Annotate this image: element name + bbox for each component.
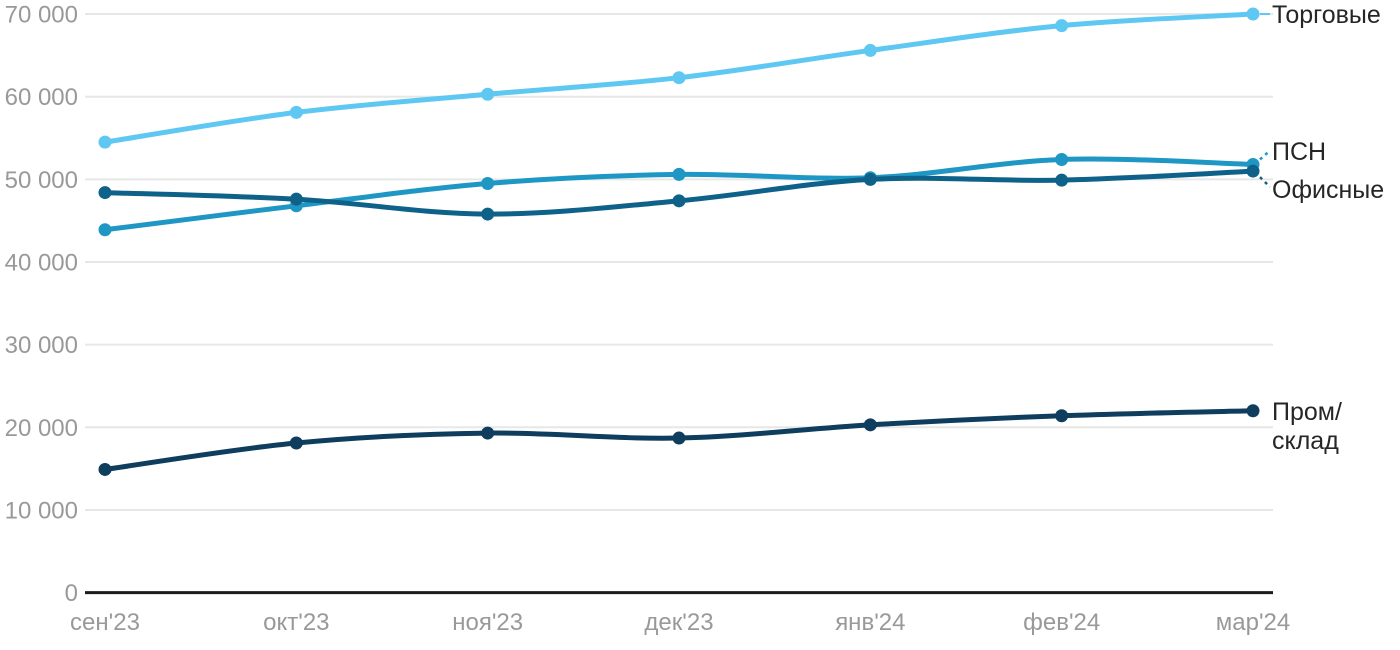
data-point (672, 71, 686, 85)
x-axis-label: янв'24 (835, 609, 905, 636)
data-point (289, 105, 303, 119)
series-label-ofisnye: Офисные (1272, 176, 1385, 204)
data-point (481, 426, 495, 440)
series-label-prom-line2: склад (1272, 427, 1339, 455)
x-axis-label: окт'23 (263, 609, 329, 636)
data-point (672, 431, 686, 445)
y-axis-label: 50 000 (5, 167, 78, 194)
y-axis-label: 0 (65, 580, 78, 607)
label-leader-psn (1259, 149, 1271, 161)
series-label-psn: ПСН (1272, 138, 1327, 166)
y-axis-label: 70 000 (5, 2, 78, 29)
data-point (1246, 404, 1260, 418)
data-point (1055, 173, 1069, 187)
data-point (289, 436, 303, 450)
series-label-prom-line1: Пром/ (1272, 398, 1342, 426)
y-axis-label: 30 000 (5, 332, 78, 359)
series-label-prom-sklad: Пром/ склад (1272, 398, 1342, 456)
x-axis-label: фев'24 (1023, 609, 1100, 636)
data-point (481, 87, 495, 101)
data-point (1246, 7, 1260, 21)
data-point (1055, 153, 1069, 167)
data-point (863, 418, 877, 432)
y-axis-label: 10 000 (5, 497, 78, 524)
data-point (672, 194, 686, 208)
x-axis-label: мар'24 (1216, 609, 1290, 636)
series-label-torgovye: Торговые (1272, 1, 1381, 29)
data-point (98, 135, 112, 149)
y-axis-label: 20 000 (5, 415, 78, 442)
x-axis-label: ноя'23 (452, 609, 523, 636)
data-point (98, 462, 112, 476)
x-axis-label: сен'23 (70, 609, 140, 636)
data-point (1055, 409, 1069, 423)
data-point (481, 207, 495, 221)
data-point (98, 186, 112, 200)
data-point (481, 176, 495, 190)
data-point (1246, 164, 1260, 178)
y-axis-label: 60 000 (5, 84, 78, 111)
data-point (863, 43, 877, 57)
y-axis-label: 40 000 (5, 250, 78, 277)
data-point (863, 172, 877, 186)
data-point (672, 167, 686, 181)
data-point (98, 223, 112, 237)
data-point (289, 192, 303, 206)
data-point (1055, 19, 1069, 33)
x-axis-label: дек'23 (644, 609, 713, 636)
label-leader-ofisnye (1259, 176, 1271, 188)
